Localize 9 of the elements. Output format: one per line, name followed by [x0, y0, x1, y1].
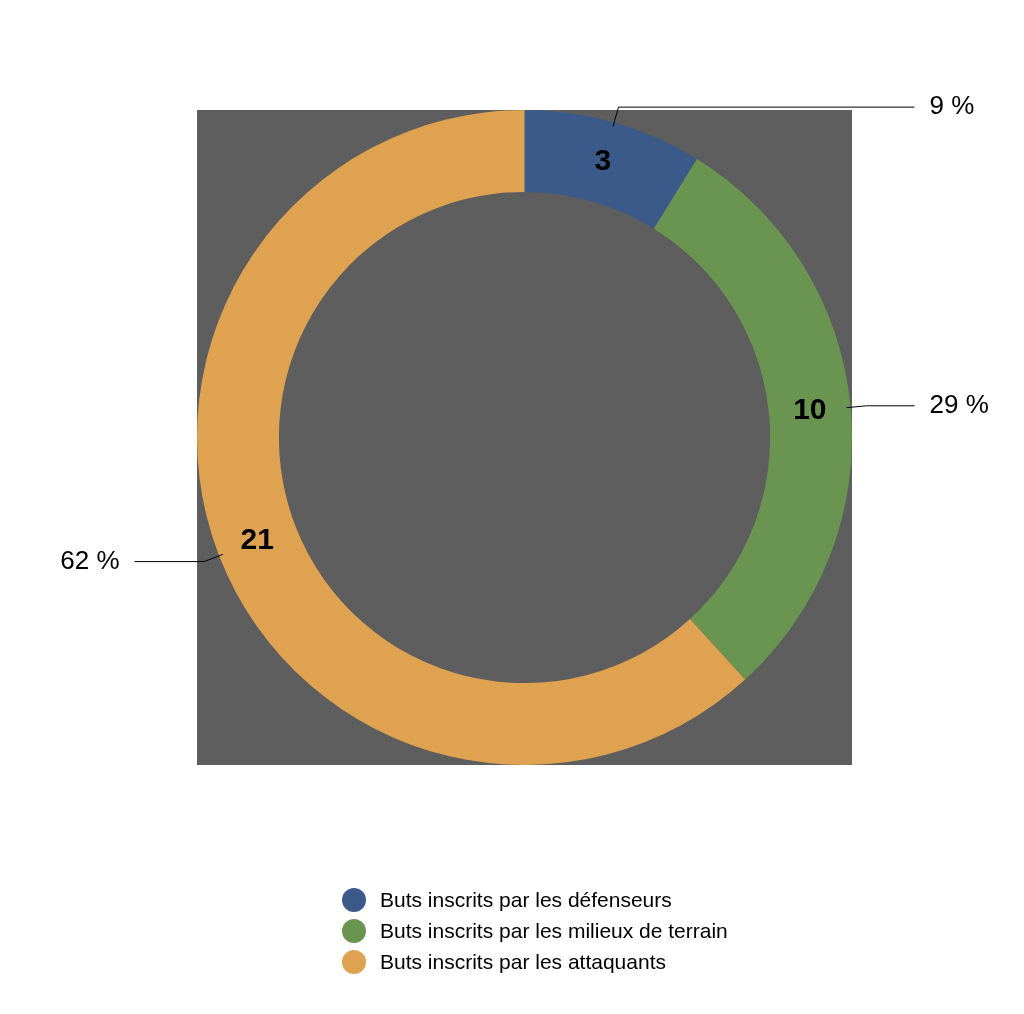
data-label: 10 [793, 392, 827, 426]
text: 62 % [60, 544, 120, 575]
data-label: 3 [594, 143, 612, 177]
legend-label: Buts inscrits par les défenseurs [380, 887, 672, 911]
legend-label: Buts inscrits par les attaquants [380, 949, 666, 973]
legend-label: Buts inscrits par les milieux de terrain [380, 918, 728, 942]
data-label: 21 [240, 522, 274, 556]
text: 9 % [929, 90, 975, 121]
text: 29 % [929, 388, 989, 419]
